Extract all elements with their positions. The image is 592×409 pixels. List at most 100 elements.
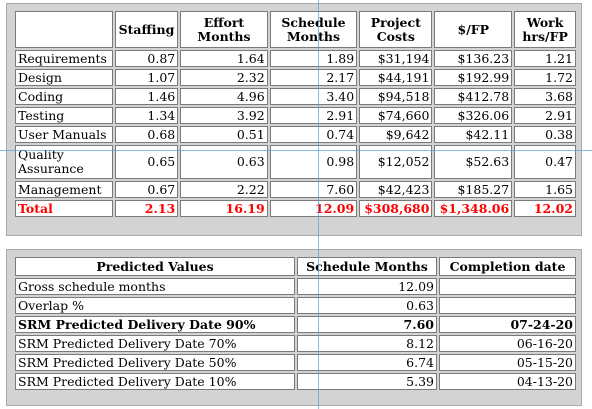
cell-schedule: 12.09 [269,200,358,217]
table-row: Testing 1.34 3.92 2.91 $74,660 $326.06 2.91 [15,107,576,124]
ruler-guide-horizontal[interactable] [0,150,592,151]
cell-completion-date: 06-16-20 [439,335,576,352]
cell-staffing: 1.34 [114,107,179,124]
cell-cost: $308,680 [359,200,433,217]
phase-label: Design [15,69,113,86]
cell-completion-date [439,297,576,314]
predicted-panel: Predicted Values Schedule Months Complet… [6,249,582,406]
cell-effort: 3.92 [180,107,268,124]
cell-hrs: 2.91 [514,107,576,124]
cell-staffing: 0.87 [114,50,179,67]
cell-cost: $44,191 [359,69,433,86]
cell-cost: $31,194 [359,50,433,67]
cell-effort: 2.22 [180,181,268,198]
cell-schedule: 1.89 [269,50,358,67]
table-row: SRM Predicted Delivery Date 90% 7.60 07-24… [15,316,576,333]
cell-hrs: 12.02 [514,200,576,217]
header-dollars-per-fp: $/FP [434,11,513,48]
cell-effort: 2.32 [180,69,268,86]
table-row: Gross schedule months 12.09 [15,278,576,295]
table-row: User Manuals 0.68 0.51 0.74 $9,642 $42.11 0.38 [15,126,576,143]
total-row: Total 2.13 16.19 12.09 $308,680 $1,348.06 12.0… [15,200,576,217]
cell-hrs: 3.68 [514,88,576,105]
cell-effort: 16.19 [180,200,268,217]
cell-staffing: 0.68 [114,126,179,143]
cell-effort: 0.51 [180,126,268,143]
cell-effort: 4.96 [180,88,268,105]
header-work-hrs-fp-text: Work hrs/FP [522,14,568,44]
predicted-values-table: Predicted Values Schedule Months Complet… [13,255,578,392]
cell-cost: $9,642 [359,126,433,143]
header-staffing: Staffing [114,11,179,48]
cell-schedule: 2.91 [269,107,358,124]
table-row: Coding 1.46 4.96 3.40 $94,518 $412.78 3.68 [15,88,576,105]
cell-per-fp: $412.78 [434,88,513,105]
cell-hrs: 1.65 [514,181,576,198]
predicted-label: Overlap % [15,297,295,314]
header-project-costs-text: Project Costs [370,14,421,44]
table-row: Overlap % 0.63 [15,297,576,314]
cell-completion-date [439,278,576,295]
header-schedule-months: Schedule Months [297,257,437,276]
phase-label: Management [15,181,113,198]
cell-staffing: 2.13 [114,200,179,217]
table-row: SRM Predicted Delivery Date 50% 6.74 05-15… [15,354,576,371]
effort-table: Staffing Effort Months Schedule Months Pro… [13,9,578,219]
table-row: SRM Predicted Delivery Date 10% 5.39 04-13… [15,373,576,390]
cell-schedule: 0.74 [269,126,358,143]
header-project-costs: Project Costs [359,11,433,48]
cell-cost: $94,518 [359,88,433,105]
cell-schedule: 7.60 [269,181,358,198]
cell-staffing: 1.46 [114,88,179,105]
cell-hrs: 1.72 [514,69,576,86]
phase-label: Requirements [15,50,113,67]
predicted-label: SRM Predicted Delivery Date 70% [15,335,295,352]
predicted-label: SRM Predicted Delivery Date 50% [15,354,295,371]
table-row: Requirements 0.87 1.64 1.89 $31,194 $136.23 1.… [15,50,576,67]
header-effort-months: Effort Months [180,11,268,48]
predicted-label: SRM Predicted Delivery Date 90% [15,316,295,333]
phase-label: Testing [15,107,113,124]
effort-header-row: Staffing Effort Months Schedule Months Pro… [15,11,576,48]
cell-schedule-months: 7.60 [297,316,437,333]
cell-per-fp: $185.27 [434,181,513,198]
cell-schedule-months: 5.39 [297,373,437,390]
ruler-guide-vertical[interactable] [318,0,319,409]
cell-cost: $42,423 [359,181,433,198]
cell-completion-date: 07-24-20 [439,316,576,333]
cell-completion-date: 05-15-20 [439,354,576,371]
header-blank [15,11,113,48]
header-work-hrs-fp: Work hrs/FP [514,11,576,48]
cell-per-fp: $136.23 [434,50,513,67]
cell-per-fp: $42.11 [434,126,513,143]
cell-per-fp: $1,348.06 [434,200,513,217]
effort-panel: Staffing Effort Months Schedule Months Pro… [6,3,582,236]
cell-schedule-months: 12.09 [297,278,437,295]
table-row: Design 1.07 2.32 2.17 $44,191 $192.99 1.72 [15,69,576,86]
cell-per-fp: $192.99 [434,69,513,86]
phase-label: Coding [15,88,113,105]
header-schedule-months-text: Schedule Months [281,14,346,44]
cell-cost: $74,660 [359,107,433,124]
cell-schedule: 3.40 [269,88,358,105]
cell-effort: 1.64 [180,50,268,67]
phase-label: User Manuals [15,126,113,143]
cell-schedule: 2.17 [269,69,358,86]
header-schedule-months: Schedule Months [269,11,358,48]
cell-schedule-months: 0.63 [297,297,437,314]
cell-staffing: 1.07 [114,69,179,86]
cell-schedule-months: 6.74 [297,354,437,371]
cell-completion-date: 04-13-20 [439,373,576,390]
table-row: SRM Predicted Delivery Date 70% 8.12 06-16… [15,335,576,352]
cell-schedule-months: 8.12 [297,335,437,352]
header-effort-months-text: Effort Months [197,14,251,44]
predicted-label: Gross schedule months [15,278,295,295]
cell-hrs: 0.38 [514,126,576,143]
predicted-label: SRM Predicted Delivery Date 10% [15,373,295,390]
total-label: Total [15,200,113,217]
cell-hrs: 1.21 [514,50,576,67]
table-row: Management 0.67 2.22 7.60 $42,423 $185.27 1.65 [15,181,576,198]
cell-per-fp: $326.06 [434,107,513,124]
header-predicted-values: Predicted Values [15,257,295,276]
predicted-header-row: Predicted Values Schedule Months Complet… [15,257,576,276]
